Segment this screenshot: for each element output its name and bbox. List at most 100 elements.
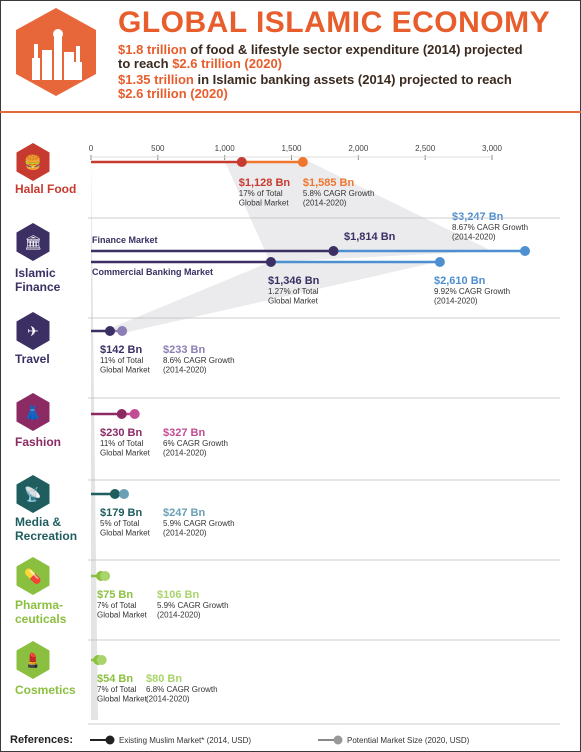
potential-note: 6% CAGR Growth [163,439,228,448]
existing-market-point [236,157,247,167]
references-label: References: [10,734,73,746]
potential-note: 5.9% CAGR Growth [163,519,235,528]
existing-value-label: $179 Bn [100,507,142,519]
x-tick-label: 1,500 [281,144,302,153]
pharmaceuticals-icon-glyph: 💊 [24,567,42,585]
potential-note: (2014-2020) [452,233,496,242]
existing-note: 1.27% of Total [268,287,319,296]
cosmetics-icon [16,641,50,679]
page-title: GLOBAL ISLAMIC ECONOMY [118,6,551,39]
travel-icon-glyph: ✈ [27,323,39,339]
sector-label: ceuticals [15,612,67,626]
media-recreation-icon [16,475,50,513]
potential-value-label: $1,585 Bn [303,177,355,189]
halal-food-icon [16,143,50,181]
existing-note: Global Market [100,366,151,375]
sector-label: Travel [15,352,50,366]
existing-note: Global Market [100,449,151,458]
potential-note: 8.67% CAGR Growth [452,223,528,232]
existing-market-point [109,489,120,499]
subtitle-line-2: to reach $2.6 trillion (2020) [118,56,283,71]
existing-note: Global Market [97,695,148,704]
sector-label: Fashion [15,435,61,449]
x-tick-label: 2,500 [415,144,436,153]
potential-market-point [119,489,130,499]
existing-note: Global Market [100,529,151,538]
sector-label: Pharma- [15,598,63,612]
potential-value-label: $3,247 Bn [452,211,504,223]
subtitle-line-4: $2.6 trillion (2020) [118,86,228,101]
x-tick-label: 2,000 [348,144,369,153]
subtitle-line-1: $1.8 trillion of food & lifestyle sector… [118,42,523,57]
potential-note: 5.9% CAGR Growth [157,601,229,610]
potential-note: (2014-2020) [303,199,347,208]
potential-market-point [129,409,140,419]
legend-existing-marker [105,735,115,745]
shade-band-top [225,162,492,262]
shade-band-left [91,158,98,720]
existing-value-label: $1,128 Bn [239,177,291,189]
existing-market-point [265,257,276,267]
existing-value-label: $1,814 Bn [344,231,396,243]
existing-value-label: $230 Bn [100,427,142,439]
existing-market-point [116,409,127,419]
existing-value-label: $75 Bn [97,589,133,601]
potential-note: (2014-2020) [434,297,478,306]
potential-note: 9.92% CAGR Growth [434,287,510,296]
sector-label: Recreation [15,529,77,543]
existing-note: Global Market [239,199,290,208]
potential-value-label: $247 Bn [163,507,205,519]
potential-market-point [520,246,531,256]
existing-note: Global Market [268,297,319,306]
potential-note: 8.6% CAGR Growth [163,356,235,365]
sector-label: Halal Food [15,182,76,196]
fashion-icon-glyph: 👗 [24,404,41,421]
cosmetics-icon-glyph: 💄 [24,651,41,669]
potential-note: 6.8% CAGR Growth [146,685,218,694]
sector-label: Finance [15,280,61,294]
existing-note: 11% of Total [100,356,144,365]
sector-label: Media & [15,515,61,529]
fashion-icon [16,393,50,431]
potential-value-label: $2,610 Bn [434,275,486,287]
halal-food-icon-glyph: 🍔 [24,154,41,171]
existing-market-point [104,326,115,336]
islamic-finance-icon-glyph: 🏛 [24,234,42,250]
existing-market-point [328,246,339,256]
existing-note: Global Market [97,611,148,620]
potential-note: (2014-2020) [157,611,201,620]
series-label: Finance Market [92,235,158,245]
travel-icon [16,312,50,350]
sector-label: Cosmetics [15,683,76,697]
potential-note: (2014-2020) [163,529,207,538]
legend-potential-label: Potential Market Size (2020, USD) [347,736,470,745]
x-tick-label: 0 [89,144,94,153]
potential-market-point [117,326,128,336]
potential-note: (2014-2020) [163,449,207,458]
existing-value-label: $142 Bn [100,344,142,356]
shade-band-mid [101,262,437,332]
potential-market-point [96,655,107,665]
x-tick-label: 500 [151,144,165,153]
legend-potential-marker [333,735,343,745]
existing-value-label: $1,346 Bn [268,275,320,287]
potential-note: 5.8% CAGR Growth [303,189,375,198]
header: GLOBAL ISLAMIC ECONOMY $1.8 trillion of … [0,0,581,113]
potential-note: (2014-2020) [146,695,190,704]
potential-value-label: $80 Bn [146,673,182,685]
potential-value-label: $106 Bn [157,589,199,601]
x-tick-label: 3,000 [482,144,503,153]
existing-note: 5% of Total [100,519,140,528]
potential-value-label: $233 Bn [163,344,205,356]
potential-note: (2014-2020) [163,366,207,375]
existing-note: 11% of Total [100,439,144,448]
header-divider [0,111,581,113]
legend-existing-label: Existing Muslim Market* (2014, USD) [119,736,251,745]
x-tick-label: 1,000 [215,144,236,153]
series-label: Commercial Banking Market [92,267,213,277]
media-recreation-icon-glyph: 📡 [24,485,42,503]
potential-market-point [297,157,308,167]
potential-market-point [434,257,445,267]
city-skyline-icon [16,8,96,96]
